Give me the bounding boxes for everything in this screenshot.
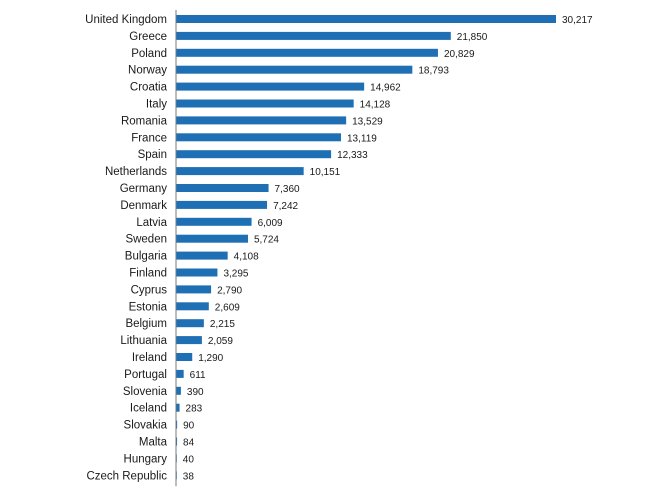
- value-label-portugal: 611: [190, 370, 206, 381]
- category-label-belgium: Belgium: [125, 318, 167, 330]
- bar-latvia: [176, 217, 252, 226]
- value-label-italy: 14,128: [360, 100, 391, 111]
- category-label-france: France: [131, 132, 167, 144]
- value-label-sweden: 5,724: [254, 235, 279, 246]
- bar-cyprus: [176, 285, 212, 294]
- bar-malta: [176, 437, 178, 446]
- category-label-czech-republic: Czech Republic: [86, 470, 167, 482]
- bar-ireland: [176, 353, 193, 361]
- value-label-hungary: 40: [183, 454, 195, 465]
- category-label-bulgaria: Bulgaria: [125, 251, 168, 263]
- value-label-romania: 13,529: [352, 116, 383, 127]
- value-label-cyprus: 2,790: [217, 285, 242, 296]
- bar-croatia: [176, 82, 365, 91]
- value-label-iceland: 283: [186, 404, 203, 415]
- value-label-poland: 20,829: [444, 49, 475, 60]
- value-label-united-kingdom: 30,217: [562, 15, 593, 26]
- bar-spain: [176, 150, 332, 159]
- value-label-bulgaria: 4,108: [234, 252, 259, 263]
- value-label-germany: 7,360: [275, 184, 300, 195]
- category-label-hungary: Hungary: [124, 453, 168, 465]
- value-label-spain: 12,333: [337, 150, 368, 161]
- bar-norway: [176, 65, 413, 74]
- bar-france: [176, 133, 341, 142]
- bar-portugal: [176, 369, 184, 378]
- bar-poland: [176, 48, 438, 57]
- category-label-sweden: Sweden: [125, 234, 167, 246]
- category-label-spain: Spain: [138, 149, 167, 161]
- category-label-greece: Greece: [129, 31, 167, 43]
- category-label-ireland: Ireland: [132, 352, 167, 364]
- category-label-italy: Italy: [146, 99, 167, 111]
- bar-lithuania: [176, 336, 202, 345]
- bar-finland: [176, 268, 218, 277]
- category-label-netherlands: Netherlands: [105, 166, 167, 178]
- category-label-romania: Romania: [121, 115, 168, 127]
- category-label-united-kingdom: United Kingdom: [85, 14, 167, 26]
- value-label-greece: 21,850: [457, 32, 488, 43]
- category-label-cyprus: Cyprus: [131, 284, 168, 296]
- bar-sweden: [176, 234, 248, 243]
- category-label-poland: Poland: [131, 48, 167, 60]
- bar-iceland: [176, 403, 180, 412]
- bar-netherlands: [176, 167, 304, 176]
- category-label-germany: Germany: [120, 183, 168, 195]
- category-label-portugal: Portugal: [124, 369, 167, 381]
- bar-slovenia: [176, 386, 181, 395]
- value-label-slovenia: 390: [187, 387, 204, 398]
- category-labels: United Kingdom Greece Poland Norway Croatia I…: [85, 14, 167, 482]
- bar-estonia: [176, 302, 209, 311]
- value-label-malta: 84: [183, 438, 195, 449]
- value-labels: 30,217 21,850 20,829 18,793 14,962 14,128 13,5…: [183, 15, 593, 482]
- bar-united-kingdom: [176, 15, 556, 23]
- bar-denmark: [176, 200, 268, 209]
- category-label-denmark: Denmark: [120, 200, 167, 212]
- category-label-lithuania: Lithuania: [120, 335, 167, 347]
- bar-slovakia: [176, 420, 178, 429]
- value-label-norway: 18,793: [418, 66, 449, 77]
- bar-bulgaria: [176, 251, 228, 260]
- bar-germany: [176, 184, 269, 192]
- value-label-belgium: 2,215: [210, 319, 235, 330]
- value-label-latvia: 6,009: [258, 218, 283, 229]
- value-label-france: 13,119: [347, 133, 377, 144]
- value-label-croatia: 14,962: [370, 83, 401, 94]
- value-label-czech-republic: 38: [183, 471, 195, 482]
- bar-italy: [176, 99, 354, 108]
- category-label-malta: Malta: [139, 437, 168, 449]
- value-label-denmark: 7,242: [273, 201, 298, 212]
- category-label-slovenia: Slovenia: [123, 386, 168, 398]
- value-label-estonia: 2,609: [215, 302, 240, 313]
- category-label-slovakia: Slovakia: [124, 420, 168, 432]
- category-label-estonia: Estonia: [129, 301, 168, 313]
- category-label-norway: Norway: [128, 65, 167, 77]
- bar-romania: [176, 116, 347, 125]
- bars-layer: [176, 15, 556, 480]
- value-label-ireland: 1,290: [198, 353, 223, 364]
- bar-belgium: [176, 319, 204, 328]
- bar-greece: [176, 31, 451, 40]
- value-label-netherlands: 10,151: [310, 167, 341, 178]
- category-label-finland: Finland: [129, 268, 167, 280]
- value-label-lithuania: 2,059: [208, 336, 233, 347]
- category-label-iceland: Iceland: [130, 403, 167, 415]
- category-label-croatia: Croatia: [130, 82, 168, 94]
- value-label-slovakia: 90: [183, 421, 195, 432]
- category-label-latvia: Latvia: [136, 217, 167, 229]
- value-label-finland: 3,295: [223, 269, 248, 280]
